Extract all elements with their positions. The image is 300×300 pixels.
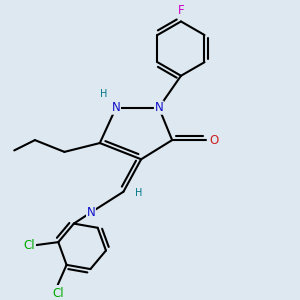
Text: Cl: Cl [24,238,35,252]
Text: H: H [134,188,142,198]
Text: N: N [87,206,95,219]
Text: N: N [112,101,120,114]
Text: F: F [178,4,184,17]
Text: N: N [154,101,163,114]
Text: Cl: Cl [52,287,64,300]
Text: O: O [210,134,219,147]
Text: H: H [100,89,107,99]
